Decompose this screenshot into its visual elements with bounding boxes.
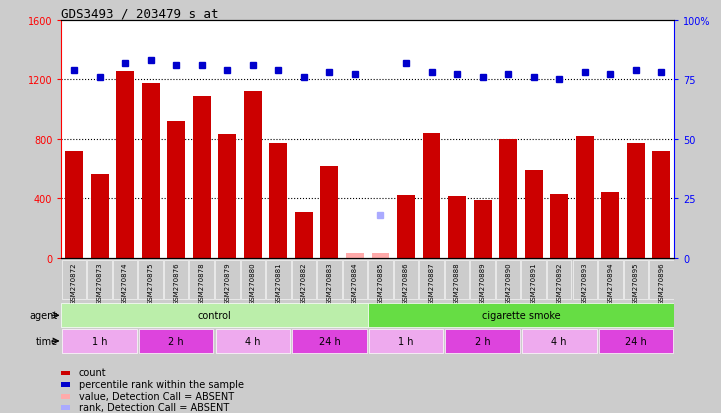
Text: 24 h: 24 h [319,336,340,346]
Bar [244,92,262,258]
Text: rank, Detection Call = ABSENT: rank, Detection Call = ABSENT [79,402,229,412]
FancyBboxPatch shape [445,260,469,299]
Text: GSM270881: GSM270881 [275,261,281,304]
FancyBboxPatch shape [547,260,572,299]
Text: control: control [198,311,231,320]
FancyBboxPatch shape [394,260,418,299]
Bar [448,197,466,258]
Text: 1 h: 1 h [398,336,414,346]
Bar [91,175,109,258]
Text: 4 h: 4 h [245,336,260,346]
Bar [499,140,517,258]
Text: GSM270889: GSM270889 [479,261,486,304]
FancyBboxPatch shape [368,329,443,353]
FancyBboxPatch shape [113,260,138,299]
Text: 1 h: 1 h [92,336,107,346]
Text: GSM270878: GSM270878 [199,261,205,304]
Text: GSM270883: GSM270883 [327,261,332,304]
Bar [397,196,415,258]
Bar [474,200,492,258]
FancyBboxPatch shape [62,329,137,353]
Text: GSM270888: GSM270888 [454,261,460,304]
Text: GSM270876: GSM270876 [173,261,180,304]
FancyBboxPatch shape [62,260,87,299]
Bar [653,151,671,258]
Bar [371,254,389,258]
Text: GSM270890: GSM270890 [505,261,511,304]
FancyBboxPatch shape [368,260,393,299]
FancyBboxPatch shape [572,260,597,299]
Text: count: count [79,368,106,377]
Text: GSM270896: GSM270896 [658,261,664,304]
FancyBboxPatch shape [598,260,622,299]
FancyBboxPatch shape [139,329,213,353]
Text: agent: agent [30,311,58,320]
FancyBboxPatch shape [521,260,546,299]
FancyBboxPatch shape [61,304,368,328]
Text: GSM270886: GSM270886 [403,261,409,304]
FancyBboxPatch shape [342,260,367,299]
Bar [270,144,287,258]
Text: GSM270872: GSM270872 [71,261,77,304]
FancyBboxPatch shape [215,260,239,299]
Text: GSM270873: GSM270873 [97,261,102,304]
Bar [423,133,441,258]
Text: GSM270884: GSM270884 [352,261,358,304]
Text: 24 h: 24 h [625,336,647,346]
Text: 2 h: 2 h [475,336,490,346]
Bar [346,254,364,258]
Text: cigarette smoke: cigarette smoke [482,311,560,320]
Text: GSM270892: GSM270892 [556,261,562,304]
Text: GDS3493 / 203479_s_at: GDS3493 / 203479_s_at [61,7,218,19]
Bar [167,121,185,258]
Bar [550,194,568,258]
FancyBboxPatch shape [522,329,596,353]
FancyBboxPatch shape [446,329,520,353]
Bar [295,212,313,258]
FancyBboxPatch shape [649,260,673,299]
Bar [116,72,134,258]
Bar [525,171,543,258]
Text: GSM270894: GSM270894 [607,261,614,304]
FancyBboxPatch shape [470,260,495,299]
FancyBboxPatch shape [420,260,444,299]
FancyBboxPatch shape [624,260,648,299]
FancyBboxPatch shape [138,260,163,299]
Text: GSM270882: GSM270882 [301,261,307,304]
Bar [627,144,645,258]
Bar [218,135,236,258]
FancyBboxPatch shape [292,329,367,353]
FancyBboxPatch shape [317,260,342,299]
Bar [65,151,83,258]
Text: time: time [35,336,58,346]
FancyBboxPatch shape [164,260,188,299]
Text: GSM270875: GSM270875 [148,261,154,304]
Bar [601,193,619,258]
Text: 4 h: 4 h [552,336,567,346]
Text: GSM270895: GSM270895 [633,261,639,304]
FancyBboxPatch shape [266,260,291,299]
Text: 2 h: 2 h [169,336,184,346]
Text: GSM270879: GSM270879 [224,261,230,304]
Bar [320,166,338,258]
Bar [576,136,593,258]
Text: GSM270885: GSM270885 [378,261,384,304]
Text: GSM270891: GSM270891 [531,261,536,304]
FancyBboxPatch shape [291,260,316,299]
Text: value, Detection Call = ABSENT: value, Detection Call = ABSENT [79,391,234,401]
FancyBboxPatch shape [190,260,214,299]
FancyBboxPatch shape [598,329,673,353]
Text: GSM270874: GSM270874 [122,261,128,304]
FancyBboxPatch shape [496,260,521,299]
Text: GSM270887: GSM270887 [428,261,435,304]
Bar [142,84,159,258]
FancyBboxPatch shape [216,329,290,353]
Text: percentile rank within the sample: percentile rank within the sample [79,379,244,389]
FancyBboxPatch shape [241,260,265,299]
FancyBboxPatch shape [368,304,674,328]
Bar [193,96,211,258]
Text: GSM270893: GSM270893 [582,261,588,304]
FancyBboxPatch shape [87,260,112,299]
Text: GSM270880: GSM270880 [249,261,256,304]
